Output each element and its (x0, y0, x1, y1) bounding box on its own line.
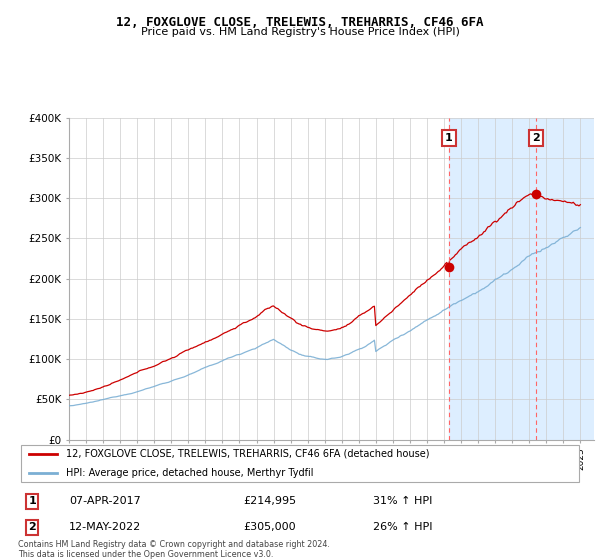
Text: 2: 2 (28, 522, 36, 532)
Text: £214,995: £214,995 (244, 496, 297, 506)
Text: 26% ↑ HPI: 26% ↑ HPI (373, 522, 433, 532)
Text: 12, FOXGLOVE CLOSE, TRELEWIS, TREHARRIS, CF46 6FA (detached house): 12, FOXGLOVE CLOSE, TRELEWIS, TREHARRIS,… (66, 449, 430, 459)
Text: 1: 1 (445, 133, 452, 143)
FancyBboxPatch shape (21, 445, 579, 482)
Bar (449, 118, 594, 440)
Text: Price paid vs. HM Land Registry's House Price Index (HPI): Price paid vs. HM Land Registry's House … (140, 27, 460, 37)
Text: 07-APR-2017: 07-APR-2017 (69, 496, 140, 506)
Text: 31% ↑ HPI: 31% ↑ HPI (373, 496, 433, 506)
Text: Contains HM Land Registry data © Crown copyright and database right 2024.
This d: Contains HM Land Registry data © Crown c… (18, 540, 330, 559)
Text: £305,000: £305,000 (244, 522, 296, 532)
Text: 12-MAY-2022: 12-MAY-2022 (69, 522, 141, 532)
Text: 12, FOXGLOVE CLOSE, TRELEWIS, TREHARRIS, CF46 6FA: 12, FOXGLOVE CLOSE, TRELEWIS, TREHARRIS,… (116, 16, 484, 29)
Text: 2: 2 (532, 133, 539, 143)
Text: 1: 1 (28, 496, 36, 506)
Text: HPI: Average price, detached house, Merthyr Tydfil: HPI: Average price, detached house, Mert… (66, 468, 313, 478)
